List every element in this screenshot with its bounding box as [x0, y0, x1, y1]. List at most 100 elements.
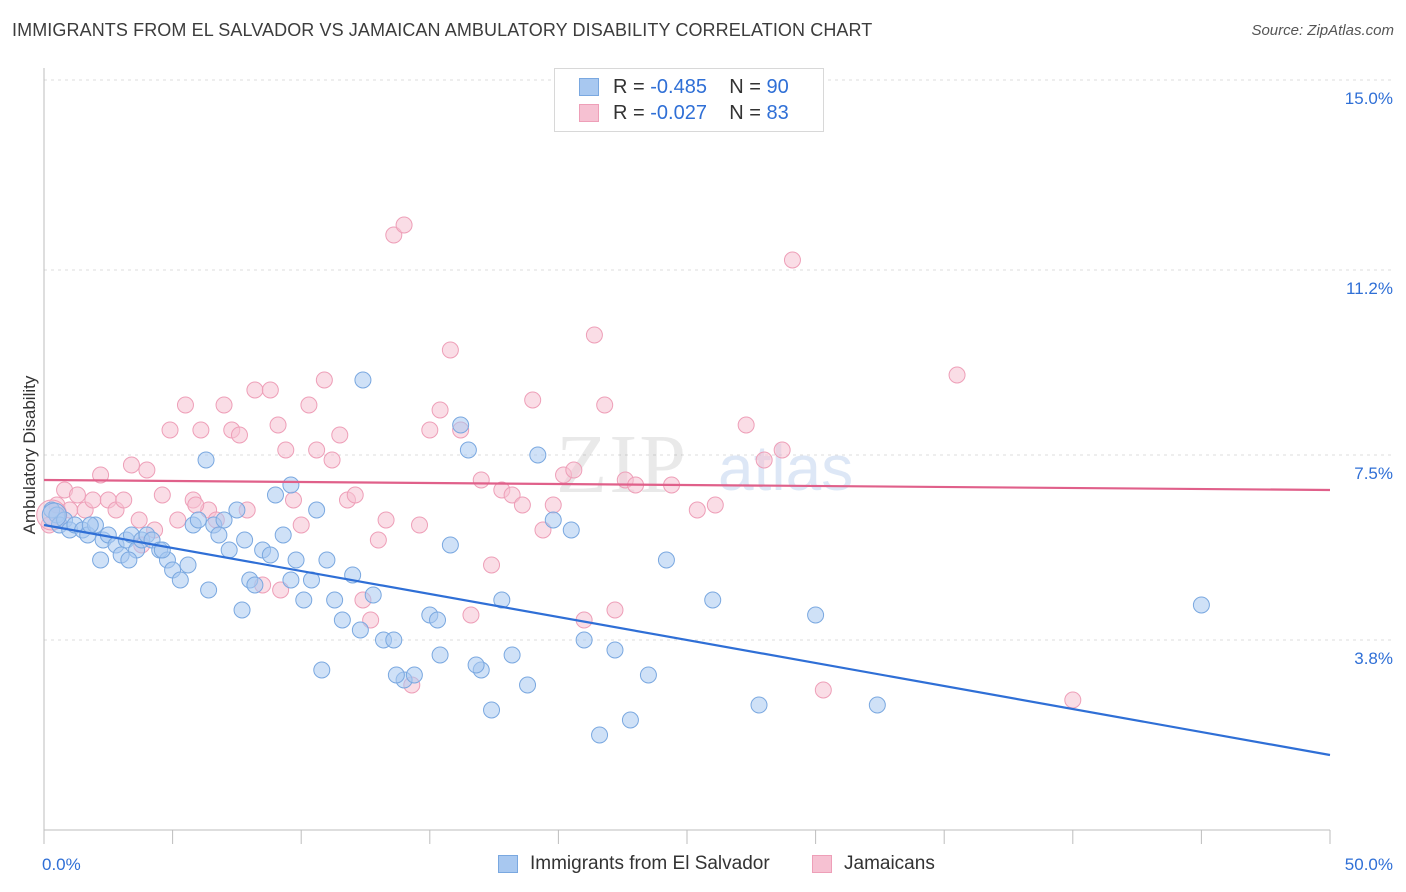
jamaicans-trend-line — [43, 478, 1331, 492]
jamaicans-point — [385, 226, 403, 244]
el-salvador-point — [287, 551, 305, 569]
el-salvador-point — [282, 476, 300, 494]
el-salvador-point — [274, 526, 292, 544]
jamaicans-points — [36, 216, 1082, 709]
legend-row-jamaicans: R = -0.027 N = 83 — [579, 100, 789, 126]
jamaicans-point — [92, 466, 110, 484]
legend-r-label: R = — [613, 75, 645, 98]
jamaicans-point — [1064, 691, 1082, 709]
legend-n-value: 90 — [766, 75, 789, 98]
el-salvador-point — [606, 641, 624, 659]
el-salvador-point — [215, 511, 233, 529]
el-salvador-point — [266, 486, 284, 504]
el-salvador-point — [452, 416, 470, 434]
el-salvador-point — [179, 556, 197, 574]
series-swatch-pink — [812, 855, 832, 873]
jamaicans-point — [331, 426, 349, 444]
el-salvador-point — [92, 551, 110, 569]
series-legend-el-salvador: Immigrants from El Salvador — [498, 852, 770, 876]
el-salvador-point — [326, 591, 344, 609]
el-salvador-point — [1192, 596, 1210, 614]
jamaicans-point — [585, 326, 603, 344]
el-salvador-point — [246, 576, 264, 594]
series-swatch-blue — [498, 855, 518, 873]
stats-legend: R = -0.485 N = 90 R = -0.027 N = 83 — [554, 68, 824, 132]
jamaicans-point — [755, 451, 773, 469]
jamaicans-point — [269, 416, 287, 434]
el-salvador-point — [467, 656, 485, 674]
el-salvador-point — [236, 531, 254, 549]
x-tick-label: 50.0% — [1345, 855, 1393, 874]
el-salvador-point — [575, 631, 593, 649]
el-salvador-point — [171, 571, 189, 589]
jamaicans-point — [315, 371, 333, 389]
el-salvador-point — [503, 646, 521, 664]
jamaicans-point — [706, 496, 724, 514]
el-salvador-point — [120, 551, 138, 569]
el-salvador-point — [493, 591, 511, 609]
jamaicans-point — [606, 601, 624, 619]
jamaicans-point — [300, 396, 318, 414]
tick-labels: 3.8% 7.5% 11.2% 15.0% 0.0% 50.0% — [42, 89, 1393, 874]
el-salvador-point — [529, 446, 547, 464]
legend-r-value: -0.027 — [650, 101, 707, 124]
el-salvador-point — [750, 696, 768, 714]
el-salvador-point — [228, 501, 246, 519]
y-axis-label: Ambulatory Disability — [20, 375, 39, 535]
source-credit: Source: ZipAtlas.com — [1251, 22, 1394, 39]
jamaicans-point — [441, 341, 459, 359]
el-salvador-point — [657, 551, 675, 569]
jamaicans-point — [503, 486, 521, 504]
el-salvador-point — [200, 581, 218, 599]
jamaicans-point — [688, 501, 706, 519]
el-salvador-point — [385, 631, 403, 649]
jamaicans-point — [68, 486, 86, 504]
jamaicans-point — [192, 421, 210, 439]
jamaicans-point — [130, 511, 148, 529]
el-salvador-point — [220, 541, 238, 559]
jamaicans-point — [230, 426, 248, 444]
legend-swatch-pink — [579, 104, 599, 122]
legend-swatch-blue — [579, 78, 599, 96]
el-salvador-point — [591, 726, 609, 744]
el-salvador-trend-line — [43, 523, 1331, 757]
el-salvador-point — [431, 646, 449, 664]
trend-lines — [43, 478, 1331, 757]
el-salvador-point — [562, 521, 580, 539]
el-salvador-point — [351, 621, 369, 639]
el-salvador-point — [189, 511, 207, 529]
chart-title: IMMIGRANTS FROM EL SALVADOR VS JAMAICAN … — [12, 20, 873, 40]
axes — [43, 68, 1331, 844]
jamaicans-point — [308, 441, 326, 459]
jamaicans-point — [483, 556, 501, 574]
jamaicans-point — [421, 421, 439, 439]
el-salvador-point — [441, 536, 459, 554]
legend-r-value: -0.485 — [650, 75, 707, 98]
jamaicans-point — [513, 496, 531, 514]
el-salvador-point — [313, 661, 331, 679]
jamaicans-point — [153, 486, 171, 504]
jamaicans-point — [565, 461, 583, 479]
jamaicans-point — [176, 396, 194, 414]
el-salvador-point — [261, 546, 279, 564]
el-salvador-point — [364, 586, 382, 604]
jamaicans-point — [596, 396, 614, 414]
jamaicans-point — [122, 456, 140, 474]
el-salvador-point — [429, 611, 447, 629]
el-salvador-point — [308, 501, 326, 519]
el-salvador-point — [282, 571, 300, 589]
jamaicans-point — [524, 391, 542, 409]
el-salvador-point — [197, 451, 215, 469]
el-salvador-point — [544, 511, 562, 529]
el-salvador-point — [41, 502, 67, 528]
el-salvador-point — [704, 591, 722, 609]
jamaicans-point — [323, 451, 341, 469]
el-salvador-point — [621, 711, 639, 729]
jamaicans-point — [84, 491, 102, 509]
jamaicans-point — [215, 396, 233, 414]
el-salvador-point — [519, 676, 537, 694]
legend-row-el-salvador: R = -0.485 N = 90 — [579, 74, 789, 100]
jamaicans-point — [246, 381, 264, 399]
watermark: ZIP atlas — [556, 418, 853, 511]
